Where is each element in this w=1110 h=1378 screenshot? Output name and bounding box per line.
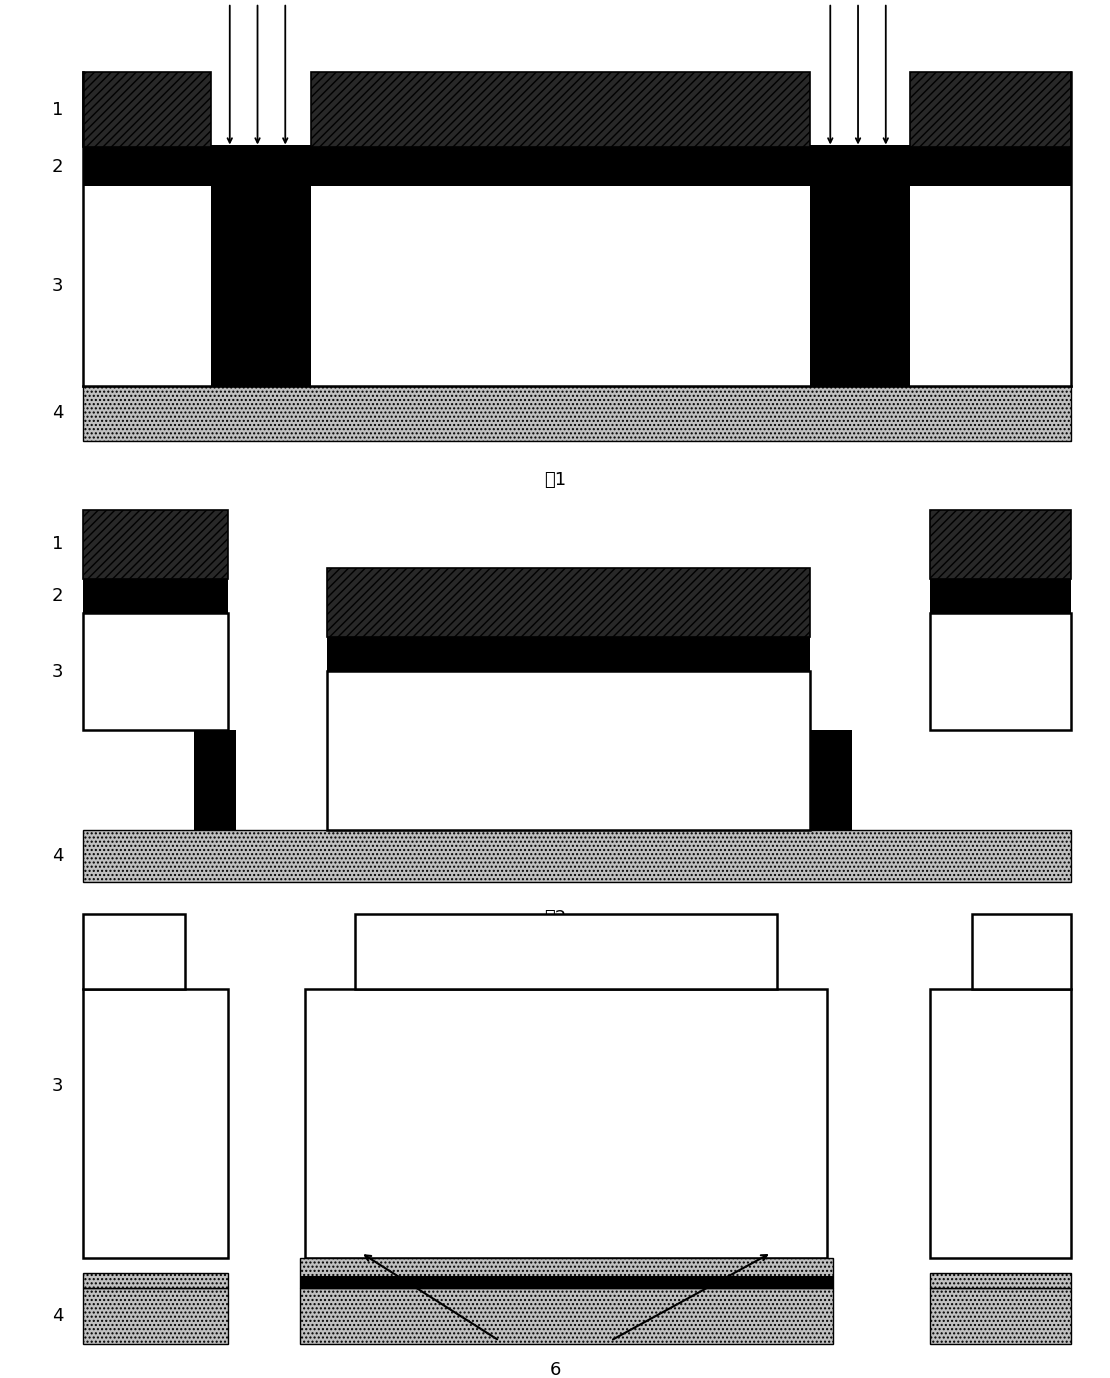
Bar xyxy=(930,1288,1071,1344)
Bar xyxy=(194,730,236,830)
Text: 4: 4 xyxy=(52,1306,63,1326)
Bar xyxy=(83,579,228,613)
Bar xyxy=(83,989,228,1258)
Text: 2: 2 xyxy=(52,157,63,176)
Bar xyxy=(930,989,1071,1258)
Text: 1: 1 xyxy=(52,101,63,119)
Bar xyxy=(83,1288,228,1344)
Bar xyxy=(83,147,1071,186)
Bar xyxy=(930,510,1071,579)
Bar xyxy=(83,186,211,386)
Bar xyxy=(305,989,827,1258)
Bar xyxy=(211,145,311,386)
Text: 图1: 图1 xyxy=(544,471,566,489)
Text: 6: 6 xyxy=(549,1361,561,1378)
Bar xyxy=(83,914,185,989)
Text: 2: 2 xyxy=(52,587,63,605)
Bar xyxy=(910,72,1071,147)
Bar xyxy=(930,613,1071,730)
Text: 1: 1 xyxy=(52,535,63,554)
Text: 4: 4 xyxy=(52,846,63,865)
Bar xyxy=(810,730,852,830)
Bar xyxy=(327,671,810,830)
Bar xyxy=(327,637,810,671)
Text: 3: 3 xyxy=(52,1076,63,1096)
Bar xyxy=(300,1288,832,1344)
Bar xyxy=(930,579,1071,613)
Bar xyxy=(83,72,211,147)
Text: 图2: 图2 xyxy=(544,909,566,927)
Text: 4: 4 xyxy=(52,404,63,423)
Bar xyxy=(83,613,228,730)
Bar xyxy=(972,914,1071,989)
Text: 3: 3 xyxy=(52,663,63,681)
Bar xyxy=(810,145,910,386)
Bar xyxy=(300,1276,832,1288)
Text: 3: 3 xyxy=(52,277,63,295)
Bar xyxy=(83,1273,228,1288)
Bar xyxy=(930,1273,1071,1288)
Bar xyxy=(355,914,777,989)
Bar xyxy=(83,386,1071,441)
Bar xyxy=(311,72,810,147)
Bar xyxy=(311,186,810,386)
Bar xyxy=(300,1258,832,1288)
Bar xyxy=(83,830,1071,882)
Bar xyxy=(83,510,228,579)
Bar xyxy=(910,186,1071,386)
Bar xyxy=(327,568,810,637)
